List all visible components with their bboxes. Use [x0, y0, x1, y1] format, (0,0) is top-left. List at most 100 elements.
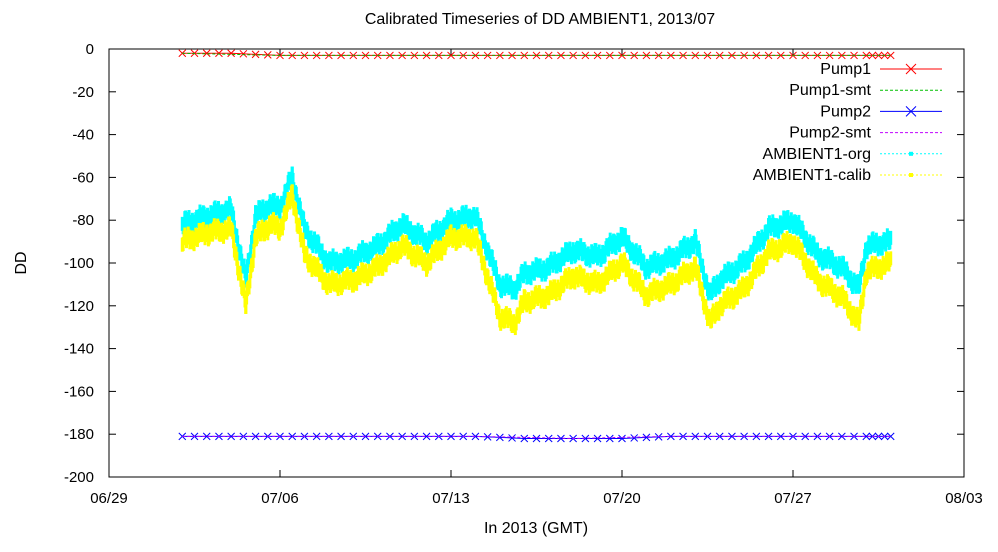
- data-point: [243, 264, 247, 279]
- data-point: [475, 230, 479, 245]
- data-point: [557, 51, 565, 60]
- data-point: [667, 51, 675, 60]
- legend-marker: [905, 63, 917, 75]
- legend-label: Pump2: [820, 103, 871, 120]
- legend-label: AMBIENT1-calib: [753, 167, 871, 184]
- data-point: [312, 51, 321, 60]
- data-point: [889, 251, 893, 266]
- data-point: [532, 434, 541, 443]
- series-pump1-smt: [182, 52, 891, 56]
- data-point: [581, 51, 590, 60]
- data-point: [251, 432, 260, 441]
- data-point: [557, 434, 565, 443]
- data-point: [312, 432, 321, 441]
- y-tick-label: -200: [64, 469, 94, 486]
- data-point: [862, 258, 866, 273]
- data-point: [483, 261, 487, 276]
- data-point: [479, 248, 483, 263]
- data-point: [285, 182, 289, 197]
- series-ambient1-calib: [180, 184, 893, 336]
- data-point: [862, 51, 871, 60]
- data-point: [398, 51, 406, 60]
- data-point: [249, 244, 253, 259]
- data-point: [697, 244, 701, 259]
- data-point: [838, 432, 846, 441]
- y-tick-label: -80: [72, 212, 94, 229]
- series-line: [182, 435, 891, 439]
- data-point: [642, 51, 651, 60]
- data-point: [302, 239, 306, 254]
- data-point: [252, 243, 256, 258]
- data-point: [776, 432, 785, 441]
- data-point: [298, 201, 302, 216]
- data-point: [471, 432, 480, 441]
- legend-marker: [905, 106, 917, 117]
- data-point: [496, 433, 504, 442]
- data-point: [691, 432, 700, 441]
- chart-title: Calibrated Timeseries of DD AMBIENT1, 20…: [365, 11, 715, 28]
- x-tick-label: 08/03: [945, 490, 983, 507]
- y-tick-label: -160: [64, 383, 94, 400]
- data-point: [618, 51, 626, 60]
- data-point: [294, 209, 298, 224]
- data-point: [532, 51, 541, 60]
- data-point: [285, 205, 289, 220]
- data-point: [227, 49, 235, 58]
- data-point: [886, 432, 895, 441]
- data-point: [398, 432, 406, 441]
- data-point: [691, 51, 700, 60]
- data-point: [242, 284, 246, 299]
- data-point: [337, 51, 345, 60]
- data-point: [399, 243, 403, 258]
- data-point: [838, 51, 846, 60]
- data-point: [288, 51, 297, 60]
- data-point: [752, 432, 761, 441]
- data-point: [593, 434, 602, 443]
- data-point: [290, 184, 294, 199]
- data-point: [447, 51, 455, 60]
- legend-marker: [909, 151, 913, 156]
- data-point: [862, 283, 866, 298]
- data-point: [202, 432, 211, 441]
- data-point: [642, 433, 651, 442]
- data-point: [701, 287, 705, 302]
- data-point: [236, 235, 240, 250]
- data-point: [905, 106, 917, 117]
- data-point: [422, 432, 431, 441]
- legend-label: Pump1: [820, 61, 871, 78]
- y-axis-label: DD: [13, 251, 30, 274]
- data-point: [630, 434, 639, 442]
- y-tick-label: -180: [64, 426, 94, 443]
- legend-marker: [909, 173, 913, 177]
- data-point: [447, 432, 455, 441]
- data-point: [508, 51, 516, 60]
- data-point: [858, 309, 862, 324]
- data-point: [253, 213, 257, 228]
- plot-area: 06/29 07/06 07/13 07/20 07/27 08/03 0 -20 -40 -6…: [64, 41, 983, 507]
- data-point: [239, 272, 243, 287]
- data-point: [697, 273, 701, 288]
- legend-label: Pump2-smt: [789, 125, 871, 142]
- data-point: [294, 186, 298, 201]
- data-point: [422, 51, 431, 60]
- data-point: [544, 434, 553, 443]
- y-tick-label: -40: [72, 127, 94, 144]
- data-point: [302, 211, 306, 226]
- data-point: [618, 434, 626, 443]
- data-point: [705, 275, 709, 290]
- x-tick-label: 07/13: [432, 490, 470, 507]
- data-point: [886, 51, 895, 60]
- data-point: [858, 278, 862, 293]
- x-tick-label: 06/29: [90, 490, 128, 507]
- data-point: [642, 255, 646, 270]
- data-point: [215, 49, 223, 58]
- data-point: [667, 432, 675, 441]
- data-point: [239, 246, 243, 261]
- data-point: [905, 63, 917, 75]
- data-point: [235, 251, 239, 266]
- x-tick-label: 07/27: [774, 490, 812, 507]
- series-pump2-smt: [182, 435, 891, 439]
- series-pump1: [178, 49, 895, 60]
- data-point: [361, 51, 370, 60]
